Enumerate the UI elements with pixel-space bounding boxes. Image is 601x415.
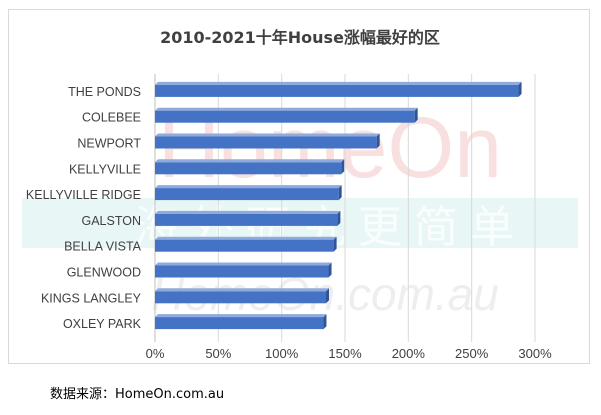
bar-front-face xyxy=(155,136,377,149)
bar-top-face xyxy=(155,81,522,85)
bar-front-face xyxy=(155,84,519,97)
category-label: KELLYVILLE xyxy=(69,162,141,176)
bar-top-face xyxy=(155,236,337,240)
x-tick-labels: 0% 50% 100% 150% 200% 250% 300% xyxy=(146,346,552,361)
bar-front-face xyxy=(155,291,326,304)
bar-top-face xyxy=(155,210,341,214)
category-label: GLENWOOD xyxy=(67,266,141,280)
bar xyxy=(155,314,327,330)
bar-side-face xyxy=(323,314,327,330)
bar-front-face xyxy=(155,213,338,226)
bar-front-face xyxy=(155,265,329,278)
x-tick-label: 150% xyxy=(328,346,362,361)
bar-top-face xyxy=(155,133,380,137)
bar-side-face xyxy=(518,81,522,97)
bar-front-face xyxy=(155,162,342,175)
category-label: NEWPORT xyxy=(77,137,141,151)
bar-top-face xyxy=(155,262,332,266)
bar-top-face xyxy=(155,159,345,163)
bar-top-face xyxy=(155,288,329,292)
bar xyxy=(155,288,329,304)
x-tick-label: 100% xyxy=(265,346,299,361)
bar-side-face xyxy=(341,159,345,175)
bar xyxy=(155,159,345,175)
bar-front-face xyxy=(155,188,339,201)
bar xyxy=(155,262,332,278)
category-label: THE PONDS xyxy=(68,85,141,99)
x-tick-label: 50% xyxy=(205,346,231,361)
x-tick-label: 200% xyxy=(392,346,426,361)
bar-side-face xyxy=(328,262,332,278)
x-tick-label: 0% xyxy=(146,346,165,361)
bar-front-face xyxy=(155,239,334,252)
bar xyxy=(155,133,380,149)
bar xyxy=(155,185,342,201)
bar-side-face xyxy=(326,288,329,304)
bar-front-face xyxy=(155,110,415,123)
bar xyxy=(155,210,341,226)
category-label: KINGS LANGLEY xyxy=(41,291,142,305)
bar-top-face xyxy=(155,185,342,189)
source-note: 数据来源：HomeOn.com.au xyxy=(50,387,225,402)
category-label: OXLEY PARK xyxy=(63,317,142,331)
x-tick-label: 300% xyxy=(518,346,552,361)
bar xyxy=(155,236,337,252)
bar-top-face xyxy=(155,314,327,318)
category-label: BELLA VISTA xyxy=(64,240,142,254)
bar-side-face xyxy=(338,185,342,201)
bars xyxy=(155,81,522,330)
bar xyxy=(155,81,522,97)
category-labels: THE PONDS COLEBEE NEWPORT KELLYVILLE KELLYVI… xyxy=(26,85,142,331)
bar-top-face xyxy=(155,107,418,111)
chart-title: 2010-2021十年House涨幅最好的区 xyxy=(160,28,440,47)
bar-side-face xyxy=(337,210,341,226)
category-label: COLEBEE xyxy=(82,111,141,125)
bar-front-face xyxy=(155,317,324,330)
category-label: KELLYVILLE RIDGE xyxy=(26,188,141,202)
bar-side-face xyxy=(414,107,418,123)
x-tick-label: 250% xyxy=(455,346,489,361)
watermark: HomeOn海外研究更简单HomeOn.com.au xyxy=(134,100,514,320)
bar-side-face xyxy=(333,236,337,252)
category-label: GALSTON xyxy=(81,214,141,228)
bar-side-face xyxy=(376,133,380,149)
bar xyxy=(155,107,418,123)
